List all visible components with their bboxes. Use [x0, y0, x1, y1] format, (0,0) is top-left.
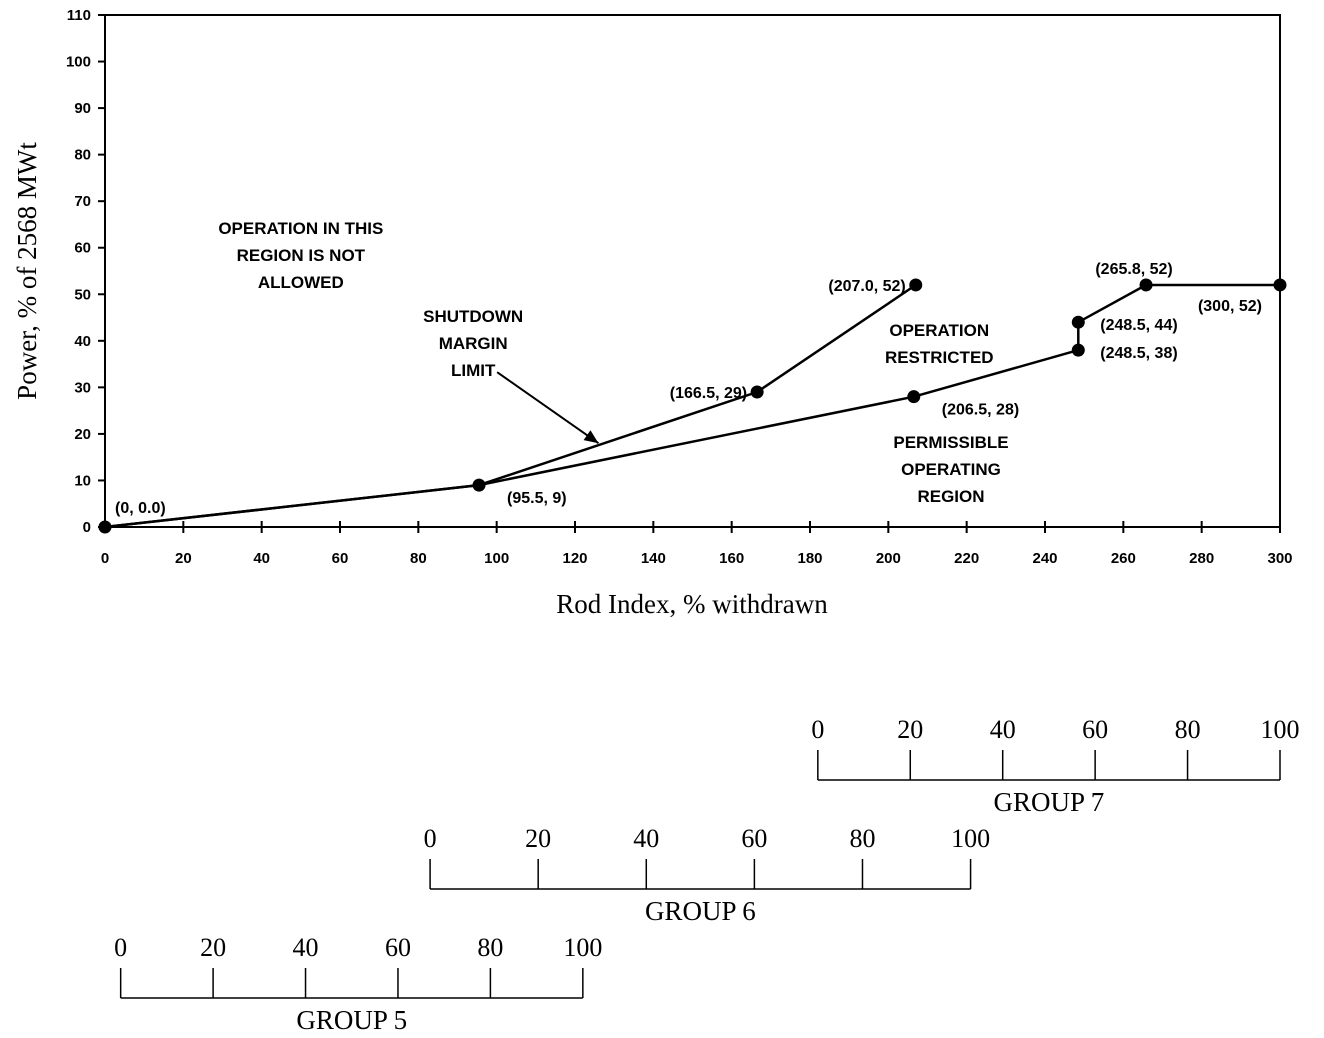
x-tick-label: 260	[1111, 550, 1136, 567]
y-tick-label: 90	[74, 100, 91, 117]
group-scale-tick-label: 20	[525, 824, 551, 853]
group-scale-name: GROUP 5	[296, 1005, 407, 1035]
data-point	[1139, 278, 1153, 292]
group-scale-tick-label: 40	[990, 715, 1016, 744]
point-label: (166.5, 29)	[670, 385, 747, 402]
group-scale-tick-label: 80	[849, 824, 875, 853]
group-scale-tick-label: 40	[293, 933, 319, 962]
region-label-line: REGION	[917, 487, 984, 506]
point-labels: (0, 0.0) (95.5, 9) (166.5, 29) (207.0, 52) (…	[115, 261, 1262, 517]
data-point	[1273, 278, 1287, 292]
group-scale-tick-label: 100	[1261, 715, 1300, 744]
x-tick-label: 0	[101, 550, 109, 567]
x-tick-label: 300	[1267, 550, 1292, 567]
group-scale-tick-label: 0	[424, 824, 437, 853]
y-tick-label: 40	[74, 333, 91, 350]
region-label-line: SHUTDOWN	[423, 307, 523, 326]
x-tick-label: 160	[719, 550, 744, 567]
y-tick-label: 0	[83, 519, 91, 536]
group-scale-tick-label: 0	[811, 715, 824, 744]
group-scale-tick-label: 80	[1175, 715, 1201, 744]
y-tick-label: 70	[74, 193, 91, 210]
x-tick-label: 200	[876, 550, 901, 567]
region-label-line: OPERATION	[889, 321, 989, 340]
group-scale-group-7: 0 20 40 60 80 100 GROUP 7	[811, 715, 1299, 817]
group-scale-tick-label: 20	[200, 933, 226, 962]
point-label: (248.5, 38)	[1100, 345, 1177, 362]
point-label: (300, 52)	[1198, 298, 1262, 315]
x-tick-label: 220	[954, 550, 979, 567]
group-scale-tick-label: 80	[477, 933, 503, 962]
region-label-line: RESTRICTED	[885, 348, 994, 367]
group-scale-group-5: 0 20 40 60 80 100 GROUP 5	[114, 933, 602, 1035]
y-tick-label: 20	[74, 426, 91, 443]
group-scale-tick-label: 60	[385, 933, 411, 962]
x-tick-label: 40	[253, 550, 270, 567]
x-tick-label: 20	[175, 550, 192, 567]
region-label-line: ALLOWED	[258, 273, 344, 292]
group-scale-tick-label: 60	[741, 824, 767, 853]
y-tick-label: 60	[74, 240, 91, 257]
point-label: (265.8, 52)	[1095, 261, 1172, 278]
x-tick-label: 240	[1032, 550, 1057, 567]
region-label-line: REGION IS NOT	[237, 246, 366, 265]
region-label-line: LIMIT	[451, 361, 496, 380]
y-tick-label: 110	[67, 7, 91, 24]
data-point	[98, 520, 112, 534]
group-scale-tick-label: 20	[897, 715, 923, 744]
region-label-line: MARGIN	[439, 334, 508, 353]
group-scale-name: GROUP 7	[994, 787, 1105, 817]
x-tick-label: 80	[410, 550, 427, 567]
group-scale-tick-label: 100	[951, 824, 990, 853]
x-tick-label: 180	[797, 550, 822, 567]
x-tick-label: 60	[332, 550, 349, 567]
x-tick-label: 280	[1189, 550, 1214, 567]
data-point	[472, 478, 486, 492]
x-axis: 0 20 40 60 80 100 120 140 160 180 200 220 240 260 280 3…	[101, 521, 1293, 567]
x-tick-label: 140	[641, 550, 666, 567]
x-tick-label: 100	[484, 550, 509, 567]
region-label-line: OPERATING	[901, 460, 1001, 479]
y-tick-label: 80	[74, 147, 91, 164]
data-point	[750, 385, 764, 399]
x-tick-label: 120	[562, 550, 587, 567]
group-scale-group-6: 0 20 40 60 80 100 GROUP 6	[424, 824, 990, 926]
y-tick-label: 10	[74, 472, 91, 489]
y-tick-label: 30	[74, 379, 91, 396]
group-scale-tick-label: 40	[633, 824, 659, 853]
shutdown-margin-arrowhead	[583, 430, 599, 444]
data-point	[1071, 315, 1085, 329]
group-scale-tick-label: 100	[563, 933, 602, 962]
plot-area-frame	[104, 14, 1281, 528]
point-label: (207.0, 52)	[828, 278, 905, 295]
y-axis: 0 10 20 30 40 50 60 70 80 90 100 110	[66, 7, 105, 536]
group-scale-tick-label: 0	[114, 933, 127, 962]
x-axis-title: Rod Index, % withdrawn	[556, 589, 828, 619]
y-tick-label: 100	[66, 54, 91, 71]
y-axis-title: Power, % of 2568 MWt	[12, 142, 42, 400]
point-label: (95.5, 9)	[507, 490, 567, 507]
group-scale-name: GROUP 6	[645, 896, 756, 926]
point-label: (248.5, 44)	[1100, 317, 1177, 334]
point-label: (0, 0.0)	[115, 500, 166, 517]
series-layer	[98, 278, 1287, 534]
data-point	[907, 390, 921, 404]
shutdown-margin-arrow	[496, 371, 600, 445]
y-tick-label: 50	[74, 286, 91, 303]
region-label-line: PERMISSIBLE	[893, 433, 1008, 452]
data-point	[909, 278, 923, 292]
region-annotations: OPERATION IN THIS REGION IS NOT ALLOWED SHU…	[218, 219, 1008, 506]
data-point	[1071, 343, 1085, 357]
region-label-line: OPERATION IN THIS	[218, 219, 383, 238]
point-label: (206.5, 28)	[942, 402, 1019, 419]
group-scale-tick-label: 60	[1082, 715, 1108, 744]
